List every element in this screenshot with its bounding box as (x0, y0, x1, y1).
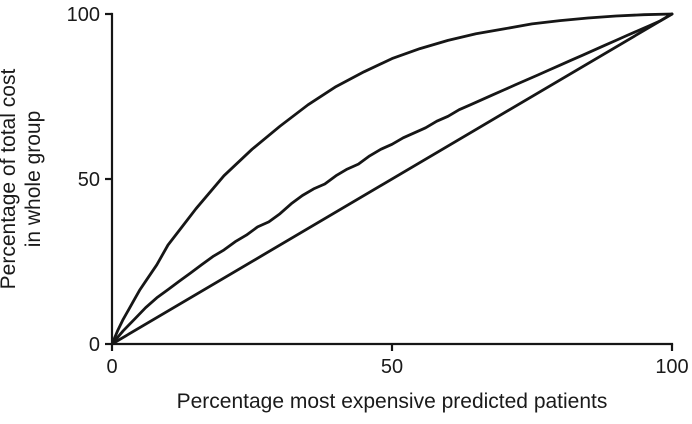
x-tick-label: 50 (381, 356, 403, 378)
x-tick-label: 0 (106, 356, 117, 378)
x-axis-label: Percentage most expensive predicted pati… (176, 390, 608, 413)
perfect-prediction-curve (110, 12, 674, 346)
y-tick-label: 100 (67, 4, 100, 26)
y-tick-label: 50 (78, 169, 100, 191)
x-tick-label: 100 (655, 356, 688, 378)
line-of-equality-curve (110, 12, 674, 346)
observed-prediction-curve (110, 12, 674, 346)
y-tick-label: 0 (89, 334, 100, 356)
